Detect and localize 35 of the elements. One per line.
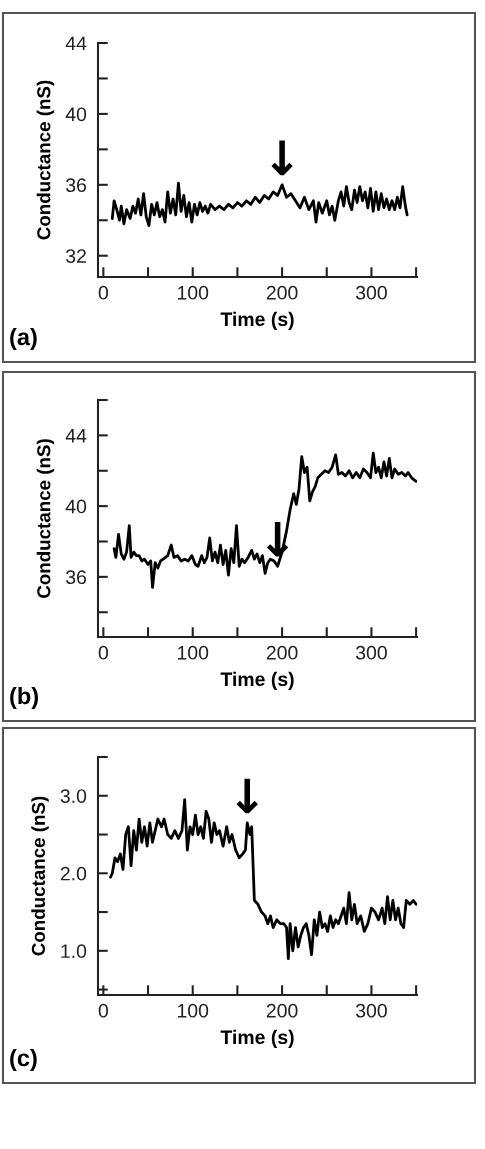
x-tick-label: 200 (266, 1003, 298, 1018)
y-tick-label: 3.0 (60, 789, 87, 803)
text: (a) (10, 327, 37, 350)
x-tick-label: 300 (355, 285, 387, 300)
y-tick-label: 40 (65, 107, 87, 122)
x-axis-title: Time (s) (220, 1029, 294, 1048)
y-tick-label: 1.0 (61, 944, 87, 959)
y-tick-label: 2.0 (60, 866, 87, 881)
y-tick-label: 32 (66, 249, 86, 263)
annotation: ↓ (271, 140, 293, 176)
y-tick-label: 44 (65, 36, 87, 51)
x-tick-label: 200 (266, 645, 298, 660)
x-tick-label: 100 (177, 285, 209, 300)
line-series (112, 451, 417, 589)
line-series (110, 181, 409, 227)
x-tick-label: 100 (177, 645, 209, 660)
text: (c) (10, 1048, 37, 1071)
x-tick-label: 0 (98, 645, 109, 660)
y-tick-label: 36 (66, 570, 87, 585)
annotation: ↓ (236, 778, 258, 814)
x-tick-label: 300 (355, 1003, 387, 1018)
y-tick-label: 36 (66, 178, 87, 193)
y-tick-label: 40 (65, 499, 87, 514)
x-tick-label: 0 (98, 1003, 109, 1018)
text: (b) (10, 686, 38, 709)
x-axis-title: Time (s) (220, 311, 294, 330)
x-tick-label: 0 (98, 285, 109, 300)
x-tick-label: 200 (266, 285, 298, 300)
y-axis-title: Conductance (nS) (31, 796, 49, 956)
y-axis-title: Conductance (nS) (36, 439, 55, 598)
x-tick-label: 100 (177, 1003, 209, 1018)
y-axis-title: Conductance (nS) (36, 80, 55, 240)
x-tick-label: 300 (355, 645, 387, 660)
y-tick-label: 44 (65, 429, 87, 443)
x-axis-title: Time (s) (220, 671, 294, 690)
